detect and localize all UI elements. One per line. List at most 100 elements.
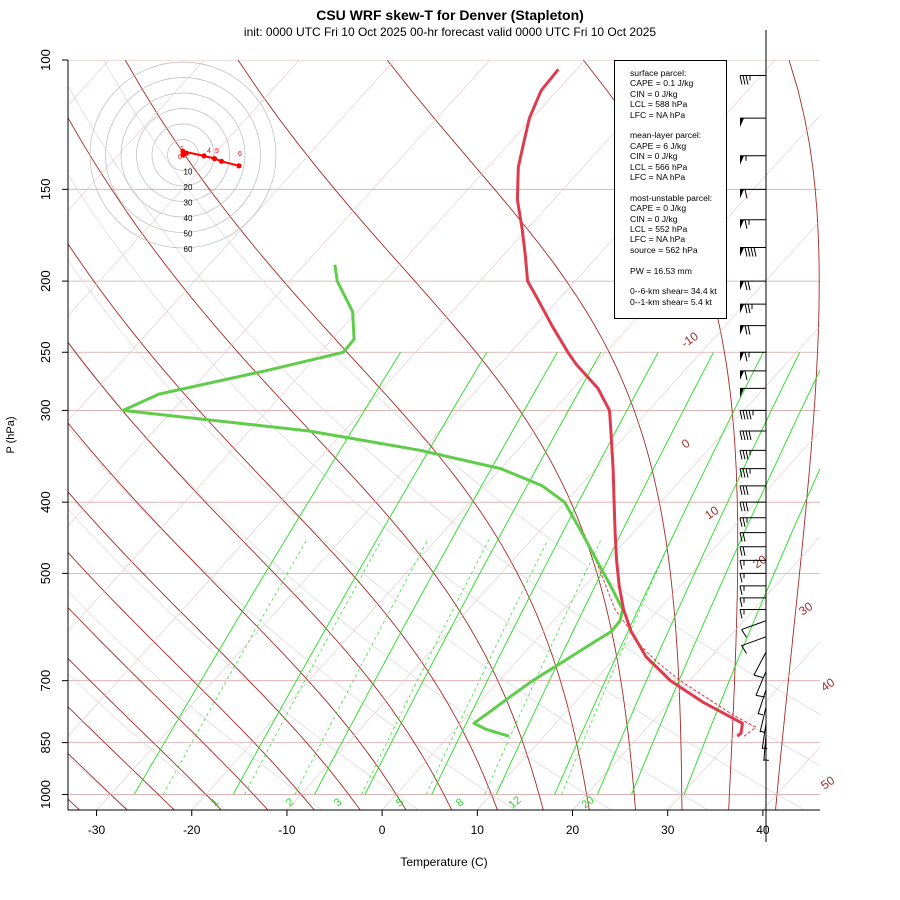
parcel-trace-line [583,532,757,737]
wind-barb-flag [740,325,744,335]
surface-parcel-block: surface parcel: CAPE = 0.1 J/kg CIN = 0 … [630,68,726,120]
wind-barb-full [739,532,743,542]
x-tick-label: -20 [183,823,201,837]
wind-barb [739,559,766,570]
wind-barb-full [739,517,743,527]
y-tick-label: 100 [38,49,53,71]
mixing-ratio-dashed-line [561,539,672,795]
wind-barb-flag [740,352,744,362]
wind-barb-flag [740,118,744,128]
stats-line: CAPE = 0.1 J/kg [630,78,694,89]
moist-adiabat-line [582,60,739,810]
dry-adiabat-line [68,590,323,810]
hodograph-ring [89,61,277,249]
wind-barb-full [745,468,749,478]
hodograph-ring-label: 50 [184,230,193,239]
isotherm-line [191,115,820,810]
hodograph-ring-label: 20 [184,183,193,192]
mean-layer-parcel-block: mean-layer parcel: CAPE = 6 J/kg CIN = 0… [630,130,726,182]
hodograph-point-label: 4 [207,148,211,155]
wind-barb [740,387,766,398]
wind-barb-flag [740,388,744,398]
wind-barb-staff [755,671,767,696]
stats-line: source = 562 hPa [630,244,698,255]
dry-adiabat-line [68,173,805,810]
wind-barb-full [745,410,749,420]
stats-line: CAPE = 0 J/kg [630,203,687,214]
wind-barb-full [739,573,743,583]
wind-barb-staff [763,734,767,761]
hodograph: 10 20 30 40 50 60 01 4 5 6 [89,61,277,254]
moist-adiabat-line [68,551,315,810]
isotherm-line [477,430,820,810]
x-axis-title: Temperature (C) [400,855,487,869]
wind-barb [739,75,766,85]
wind-barb-full [739,450,743,460]
dry-adiabat-line [68,343,612,810]
wind-barb-full [744,304,748,314]
wind-barb-full [739,597,743,608]
y-tick-label: 400 [38,491,53,513]
mixing-ratio-line [431,352,659,795]
wind-barb-full [742,502,746,512]
wind-barb [757,689,767,716]
wind-barb-full [750,247,754,257]
wind-barb-full [745,485,749,495]
wind-barb [739,409,766,420]
hodograph-point [218,158,225,164]
hodograph-ring-label: 40 [184,214,193,223]
wind-barb [739,430,766,441]
hodograph-point-label: 0 [178,154,182,161]
wind-barb-staff [741,620,767,631]
moist-adiabat-line [68,341,453,810]
wind-barb-full [742,485,746,495]
wind-barb-full [742,410,746,420]
wind-barb-full [742,517,746,527]
wind-barb-full [748,430,752,441]
stats-line: 0--1-km shear= 5.4 kt [630,296,712,307]
isotherm-line [762,746,820,810]
wind-barb-full [745,450,749,460]
wind-barb-full [753,674,763,679]
background-lines [68,60,900,810]
chart-title: CSU WRF skew-T for Denver (Stapleton) [316,7,584,23]
wind-barb-full [748,410,752,420]
mixing-ratio-dashed-line [425,539,549,795]
y-tick-label: 850 [38,732,53,754]
moist-adiabat-line [68,657,222,810]
wind-barb-flag [740,155,744,165]
hodograph-ring-label: 30 [184,199,193,208]
wind-barb-full [747,304,751,314]
x-tick-label: 0 [379,823,386,837]
stats-line: most-unstable parcel: [630,192,713,203]
wind-barb-flag [740,370,744,380]
wind-barb-full [742,546,746,556]
wind-barb [739,449,766,460]
stats-line: CIN = 0 J/kg [630,213,678,224]
wind-barb-full [742,450,746,460]
wind-barb [740,219,766,229]
isotherm-line [667,641,820,810]
wind-barb-full [739,585,743,595]
x-tick-label: 30 [661,823,675,837]
plot-frame [67,30,820,842]
isotherm-value-label: 40 [818,675,837,694]
wind-barbs [739,75,769,761]
isotherm-line [68,60,205,211]
wind-barb-half [758,712,764,716]
wind-barb [739,597,766,608]
isotherm-line [858,60,900,810]
hodograph-point [201,153,207,159]
wind-barb-flag [740,219,744,229]
wind-barb [739,517,766,527]
wind-barb [739,485,766,495]
stats-line: LFC = NA hPa [630,172,686,183]
wind-barb [739,572,766,583]
isotherm-line [68,60,395,422]
wind-barb [739,501,766,512]
mixing-ratio-dashed-line [244,539,382,795]
wind-barb-flag [740,189,744,199]
most-unstable-parcel-block: most-unstable parcel: CAPE = 0 J/kg CIN … [630,193,726,255]
y-tick-label: 250 [38,341,53,363]
mixing-ratio-label: 12 [507,794,524,811]
